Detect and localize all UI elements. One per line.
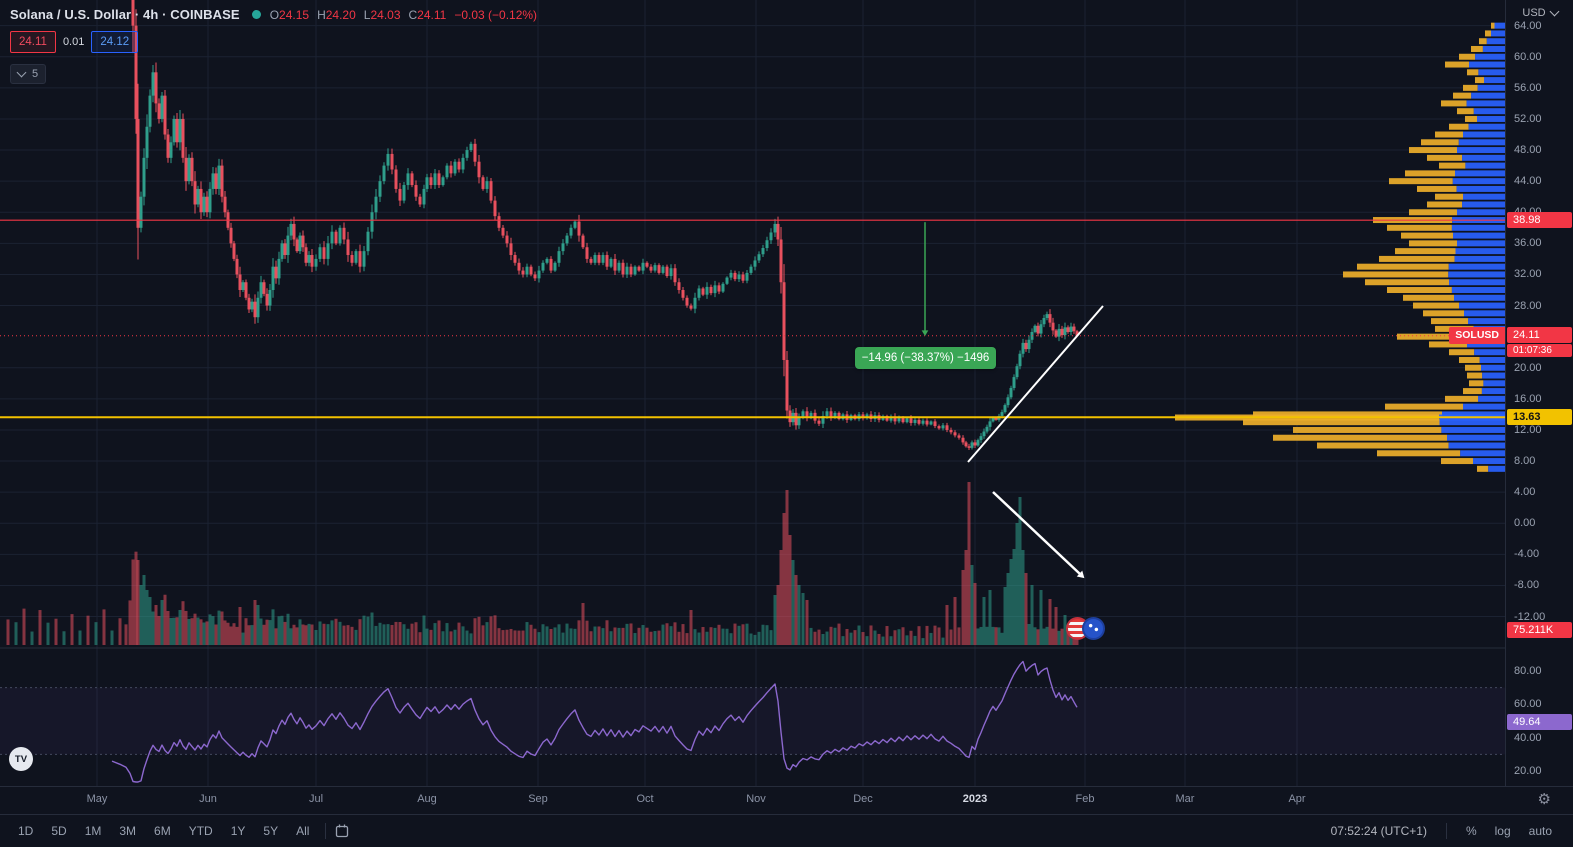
- price-tick: 12.00: [1514, 423, 1542, 436]
- range-button-ytd[interactable]: YTD: [188, 824, 213, 838]
- low-label: L: [363, 7, 371, 22]
- symbol-legend: Solana / U.S. Dollar · 4h · COINBASE O24…: [10, 7, 537, 84]
- price-tick: -8.00: [1514, 579, 1540, 592]
- price-tick: 4.00: [1514, 486, 1536, 499]
- trend-line: [967, 305, 1104, 463]
- price-axis[interactable]: USD 38.98 13.63 24.11 01:07:36 75.211K 4…: [1505, 0, 1573, 786]
- log-scale-button[interactable]: log: [1494, 824, 1511, 838]
- toolbar-divider: [325, 823, 327, 839]
- levels-layer[interactable]: [0, 219, 1505, 649]
- time-axis-label: Aug: [417, 793, 437, 805]
- bar-countdown-tag: 01:07:36: [1507, 344, 1572, 358]
- sell-price-button[interactable]: 24.11: [10, 31, 56, 53]
- toolbar-divider: [1445, 823, 1447, 839]
- time-axis-label: Dec: [853, 793, 873, 805]
- range-button-5y[interactable]: 5Y: [263, 824, 279, 838]
- symbol-title[interactable]: Solana / U.S. Dollar · 4h · COINBASE: [10, 7, 240, 22]
- price-tick: 32.00: [1514, 268, 1542, 281]
- buy-price-button[interactable]: 24.12: [91, 31, 139, 53]
- grid-layer: [0, 0, 1505, 786]
- indicators-count: 5: [32, 68, 39, 80]
- time-axis-label: Feb: [1075, 793, 1095, 805]
- change-value: −0.03 (−0.12%): [454, 7, 538, 22]
- low-value: 24.03: [370, 7, 401, 22]
- range-button-1d[interactable]: 1D: [18, 824, 34, 838]
- eu-flag-icon: [1082, 617, 1105, 640]
- price-tick: 0.00: [1514, 517, 1536, 530]
- rsi-value-tag: 49.64: [1507, 713, 1572, 730]
- tradingview-logo[interactable]: TV: [9, 747, 33, 771]
- time-axis-label: 2023: [962, 793, 988, 805]
- bottom-toolbar: 1D 5D 1M 3M 6M YTD 1Y 5Y All 07:52:24 (UTC+1) % …: [0, 814, 1573, 847]
- resistance-price-tag: 38.98: [1507, 212, 1572, 229]
- price-tick: -4.00: [1514, 548, 1540, 561]
- price-tick: 8.00: [1514, 455, 1536, 468]
- rsi-tick: 80.00: [1514, 665, 1542, 677]
- range-button-1y[interactable]: 1Y: [230, 824, 246, 838]
- price-tick: -12.00: [1514, 610, 1546, 623]
- price-tick: 36.00: [1514, 237, 1542, 250]
- date-range-buttons: 1D 5D 1M 3M 6M YTD 1Y 5Y All: [10, 821, 317, 841]
- clock[interactable]: 07:52:24 (UTC+1): [1330, 824, 1427, 838]
- range-button-1m[interactable]: 1M: [84, 824, 102, 838]
- indicators-collapse-toggle[interactable]: 5: [10, 64, 47, 84]
- price-tick: 52.00: [1514, 112, 1542, 125]
- chart-canvas[interactable]: [0, 0, 1505, 786]
- time-axis[interactable]: ⚙ May Jun Jul Aug Sep Oct Nov Dec 2023 Feb Mar Apr: [0, 786, 1573, 814]
- time-axis-label: Jul: [308, 793, 324, 805]
- volume-layer: [6, 482, 1079, 645]
- time-axis-label: Oct: [636, 793, 654, 805]
- rsi-tick: 40.00: [1514, 731, 1542, 744]
- price-tick: 60.00: [1514, 50, 1542, 63]
- ohlc-values: O24.15 H24.20 L24.03 C24.11 −0.03 (−0.12…: [270, 8, 537, 22]
- range-button-3m[interactable]: 3M: [119, 824, 137, 838]
- market-status-icon[interactable]: [251, 10, 261, 19]
- gear-icon[interactable]: ⚙: [1537, 791, 1551, 808]
- time-axis-label: Sep: [528, 793, 548, 805]
- price-tick: 28.00: [1514, 299, 1542, 312]
- close-label: C: [408, 7, 418, 22]
- price-tick: 64.00: [1514, 19, 1542, 32]
- percent-scale-button[interactable]: %: [1465, 824, 1477, 838]
- high-value: 24.20: [325, 7, 356, 22]
- currency-dropdown[interactable]: USD: [1506, 4, 1573, 22]
- annotations-layer[interactable]: [921, 222, 1104, 579]
- volume-profile-layer: [1175, 22, 1505, 472]
- time-axis-label: Jun: [199, 793, 217, 805]
- calendar-icon: [336, 824, 349, 838]
- time-axis-label: Apr: [1288, 793, 1306, 805]
- rsi-tick: 60.00: [1514, 698, 1542, 711]
- price-tick: 20.00: [1514, 361, 1542, 374]
- chevron-down-icon: [16, 67, 27, 78]
- range-button-5d[interactable]: 5D: [51, 824, 67, 838]
- rsi-layer: [0, 660, 1505, 783]
- time-axis-label: Mar: [1175, 793, 1195, 805]
- currency-label: USD: [1522, 7, 1546, 19]
- time-axis-label: Nov: [746, 793, 766, 805]
- range-button-6m[interactable]: 6M: [154, 824, 171, 838]
- close-value: 24.11: [417, 7, 447, 22]
- open-value: 24.15: [279, 7, 310, 22]
- volume-value-tag: 75.211K: [1507, 622, 1572, 638]
- event-badge-icon[interactable]: [1066, 617, 1105, 640]
- last-price-symbol-tag: SOLUSD: [1449, 327, 1505, 345]
- price-tick: 56.00: [1514, 81, 1542, 94]
- chart-region[interactable]: Solana / U.S. Dollar · 4h · COINBASE O24…: [0, 0, 1505, 786]
- time-axis-label: May: [86, 793, 108, 805]
- go-to-date-button[interactable]: [334, 823, 350, 839]
- measure-label[interactable]: −14.96 (−38.37%) −1496: [855, 347, 996, 369]
- price-tick: 16.00: [1514, 392, 1542, 405]
- open-label: O: [269, 7, 280, 22]
- support-price-tag: 13.63: [1507, 409, 1572, 426]
- price-tick: 48.00: [1514, 144, 1542, 157]
- chevron-down-icon: [1549, 6, 1560, 17]
- auto-scale-button[interactable]: auto: [1528, 824, 1552, 838]
- spread-value: 0.01: [62, 36, 85, 48]
- price-tick: 44.00: [1514, 175, 1542, 188]
- range-button-all[interactable]: All: [296, 824, 310, 838]
- rsi-tick: 20.00: [1514, 765, 1542, 777]
- last-price-tag: 24.11: [1507, 327, 1572, 344]
- high-label: H: [317, 7, 326, 22]
